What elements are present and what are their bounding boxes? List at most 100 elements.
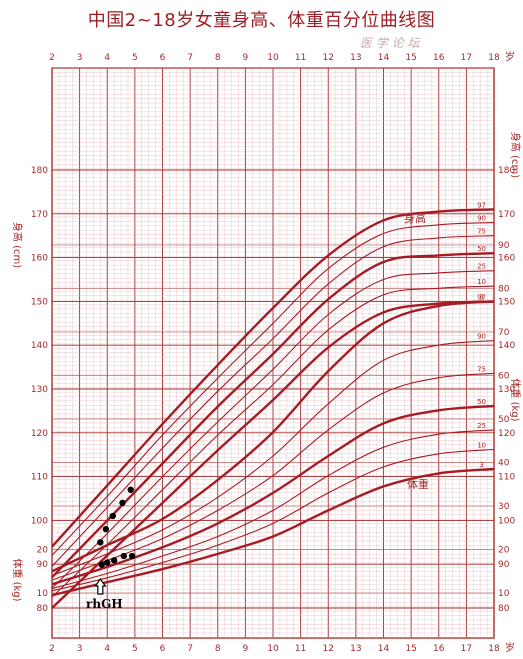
weight-tick-label-right: 40	[498, 459, 510, 469]
height-axis-title-right: 身高 (cm)	[509, 132, 522, 178]
x-tick-label-bottom: 8	[215, 644, 221, 654]
height-tick-label-right: 80	[498, 604, 510, 614]
height-curve-p10	[51, 285, 495, 598]
x-tick-label-bottom: 16	[433, 644, 445, 654]
height-tick-label-left: 120	[31, 429, 48, 439]
x-tick-label-bottom: 7	[187, 644, 193, 654]
height-data-point	[127, 486, 134, 493]
height-tick-label-right: 110	[498, 473, 515, 483]
grid-group	[51, 67, 495, 638]
weight-percentile-label-p90: 90	[477, 333, 486, 341]
x-tick-label-top: 15	[405, 53, 416, 63]
watermark-text: 医 学 论 坛	[360, 36, 420, 50]
weight-curve-p75	[51, 372, 495, 581]
weight-tick-label-right: 10	[498, 589, 510, 599]
x-tick-label-top: 12	[323, 53, 334, 63]
weight-data-point	[104, 559, 111, 566]
height-tick-label-left: 150	[31, 297, 48, 307]
height-tick-label-right: 180	[498, 166, 515, 176]
weight-percentile-label-p50: 50	[477, 398, 486, 406]
x-tick-label-top: 10	[267, 53, 279, 63]
weight-percentile-label-p97: 97	[477, 294, 486, 302]
height-tick-label-right: 120	[498, 429, 515, 439]
x-tick-label-bottom: 5	[132, 644, 138, 654]
weight-data-point	[120, 552, 128, 560]
height-curve-p75	[51, 235, 495, 567]
height-tick-label-left: 180	[31, 166, 48, 176]
height-percentile-label-p10: 10	[477, 278, 486, 286]
x-tick-label-top: 18	[488, 53, 500, 63]
x-tick-label-bottom: 13	[350, 644, 361, 654]
x-tick-label-top: 11	[295, 53, 306, 63]
height-curve-p97	[51, 208, 495, 548]
weight-data-point	[110, 557, 118, 564]
x-tick-label-bottom: 6	[160, 644, 166, 654]
height-percentile-label-p50: 50	[477, 245, 486, 253]
height-data-point	[109, 512, 116, 520]
height-data-point	[102, 525, 110, 533]
height-tick-label-right: 130	[498, 385, 515, 395]
height-tick-label-left: 80	[37, 604, 49, 614]
height-data-point	[119, 499, 126, 507]
height-percentile-label-p97: 97	[477, 201, 486, 209]
x-tick-label-top: 13	[350, 53, 361, 63]
weight-curve-p50	[51, 404, 495, 586]
x-axis-unit-bottom: 岁	[505, 641, 515, 654]
x-tick-label-top: 9	[243, 53, 249, 63]
x-tick-label-bottom: 14	[378, 644, 390, 654]
height-tick-label-right: 140	[498, 341, 515, 351]
weight-percentile-label-p75: 75	[477, 365, 486, 373]
weight-data-point	[128, 552, 136, 560]
height-tick-label-left: 130	[31, 385, 48, 395]
x-axis-unit-top: 岁	[505, 50, 515, 63]
x-tick-label-top: 16	[433, 53, 445, 63]
height-percentile-label-p25: 25	[477, 263, 486, 271]
x-tick-label-bottom: 3	[77, 644, 83, 654]
x-tick-label-bottom: 11	[295, 644, 306, 654]
height-tick-label-right: 150	[498, 297, 515, 307]
weight-curve-p25	[51, 429, 495, 590]
weight-tick-label-right: 70	[498, 328, 510, 338]
height-tick-label-left: 160	[31, 254, 48, 264]
weight-tick-label-right: 60	[498, 372, 510, 382]
x-tick-label-top: 2	[49, 53, 55, 63]
height-tick-label-left: 110	[31, 473, 48, 483]
x-tick-label-bottom: 18	[488, 644, 500, 654]
x-tick-label-top: 17	[461, 53, 472, 63]
x-tick-label-bottom: 9	[243, 644, 249, 654]
weight-curve-p90	[51, 340, 495, 577]
rhgh-annotation: rhGH	[86, 597, 123, 611]
height-curve-p25	[51, 270, 495, 589]
weight-tick-label-left: 20	[37, 546, 49, 556]
weight-tick-label-right: 80	[498, 285, 510, 295]
x-tick-label-bottom: 2	[49, 644, 55, 654]
rhgh-arrow	[94, 577, 107, 595]
x-tick-label-top: 3	[77, 53, 83, 63]
height-tick-label-right: 160	[498, 254, 515, 264]
height-tick-label-left: 140	[31, 341, 48, 351]
x-tick-label-top: 5	[132, 53, 138, 63]
height-tick-label-left: 100	[31, 516, 48, 526]
x-tick-label-bottom: 10	[267, 644, 279, 654]
weight-tick-label-right: 50	[498, 415, 510, 425]
weight-percentile-label-p10: 10	[477, 441, 486, 449]
height-curve-p90	[51, 222, 495, 556]
height-tick-label-right: 100	[498, 516, 515, 526]
x-tick-label-bottom: 4	[104, 644, 110, 654]
height-tick-label-left: 170	[31, 210, 48, 220]
weight-curve-p3	[51, 467, 495, 597]
chart-title: 中国2~18岁女童身高、体重百分位曲线图	[87, 10, 436, 31]
weight-axis-title-left: 体重 (kg)	[11, 558, 24, 601]
weight-tick-label-right: 90	[498, 241, 510, 251]
x-tick-label-top: 14	[378, 53, 390, 63]
x-tick-label-top: 4	[104, 53, 110, 63]
weight-data-point	[98, 561, 105, 568]
x-tick-label-top: 6	[160, 53, 166, 63]
weight-percentile-label-p3: 3	[479, 461, 483, 469]
weight-curve-p10	[51, 448, 495, 592]
height-data-point	[97, 539, 104, 546]
height-percentile-label-p3: 3	[479, 293, 483, 301]
height-tick-label-right: 170	[498, 210, 515, 220]
x-tick-label-top: 8	[215, 53, 221, 63]
